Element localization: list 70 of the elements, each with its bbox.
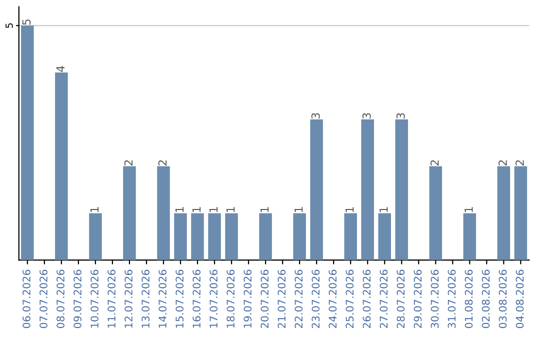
x-tick-label: 28.07.2026 (396, 270, 405, 328)
data-label: 2 (124, 160, 133, 166)
bar (21, 26, 34, 260)
x-tick-label: 12.07.2026 (124, 270, 132, 328)
data-label: 2 (498, 160, 507, 166)
bar (55, 72, 68, 260)
x-tick-label: 21.07.2026 (278, 270, 286, 328)
x-tick-label: 20.07.2026 (260, 270, 269, 328)
x-tick-label: 23.07.2026 (312, 270, 320, 328)
bar (344, 213, 357, 260)
bar (225, 213, 238, 260)
bar (259, 213, 272, 260)
data-label: 1 (175, 207, 184, 212)
x-tick-label: 17.07.2026 (210, 270, 218, 328)
data-label: 1 (380, 207, 388, 212)
x-tick-label: 15.07.2026 (176, 270, 184, 328)
x-tick-label: 13.07.2026 (142, 270, 150, 328)
data-label: 5 (22, 19, 31, 25)
data-label: 1 (192, 207, 201, 212)
bar (429, 166, 442, 260)
bar (395, 119, 408, 260)
bar (310, 119, 323, 260)
x-tick-label: 04.08.2026 (516, 270, 524, 328)
x-tick-label: 07.07.2026 (40, 270, 48, 328)
bar (497, 166, 510, 260)
data-label: 1 (90, 207, 99, 212)
x-tick-label: 14.07.2026 (158, 270, 167, 328)
x-tick-label: 02.08.2026 (482, 270, 490, 328)
x-tick-label: 11.07.2026 (108, 270, 116, 328)
data-label: 4 (56, 66, 64, 72)
x-tick-label: 16.07.2026 (192, 270, 201, 328)
bar (361, 119, 374, 260)
bar (378, 213, 391, 260)
bar (293, 213, 306, 260)
x-tick-label: 30.07.2026 (430, 270, 439, 328)
x-tick-label: 25.07.2026 (346, 270, 354, 328)
data-label: 3 (396, 113, 405, 119)
bar (157, 166, 170, 260)
data-label: 1 (464, 207, 473, 212)
x-tick-label: 31.07.2026 (448, 270, 456, 328)
x-tick-label: 18.07.2026 (226, 270, 235, 328)
data-label: 1 (346, 207, 354, 212)
x-tick-label: 10.07.2026 (90, 270, 98, 328)
x-tick-label: 01.08.2026 (464, 270, 473, 328)
bar (89, 213, 102, 260)
data-label: 2 (430, 160, 439, 166)
x-tick-label: 19.07.2026 (244, 270, 252, 328)
bar (463, 213, 476, 260)
bar (123, 166, 136, 260)
data-label: 2 (516, 160, 524, 166)
x-tick-label: 24.07.2026 (328, 270, 337, 328)
data-label: 2 (158, 160, 167, 166)
x-tick-label: 26.07.2026 (362, 270, 371, 328)
data-label: 1 (226, 207, 235, 212)
bar (191, 213, 204, 260)
x-tick-label: 27.07.2026 (380, 270, 388, 328)
data-label: 1 (294, 207, 303, 212)
x-tick-label: 09.07.2026 (74, 270, 82, 328)
data-label: 3 (311, 113, 320, 119)
bar (208, 213, 221, 260)
x-tick-label: 06.07.2026 (22, 270, 30, 328)
data-label: 1 (209, 207, 218, 212)
x-tick-label: 22.07.2026 (294, 270, 303, 328)
bar (174, 213, 187, 260)
data-label: 3 (362, 113, 371, 119)
x-tick-label: 29.07.2026 (414, 270, 422, 328)
x-tick-label: 08.07.2026 (56, 270, 64, 328)
bar (514, 166, 528, 260)
x-tick-label: 03.08.2026 (498, 270, 507, 328)
data-label: 1 (260, 207, 269, 212)
